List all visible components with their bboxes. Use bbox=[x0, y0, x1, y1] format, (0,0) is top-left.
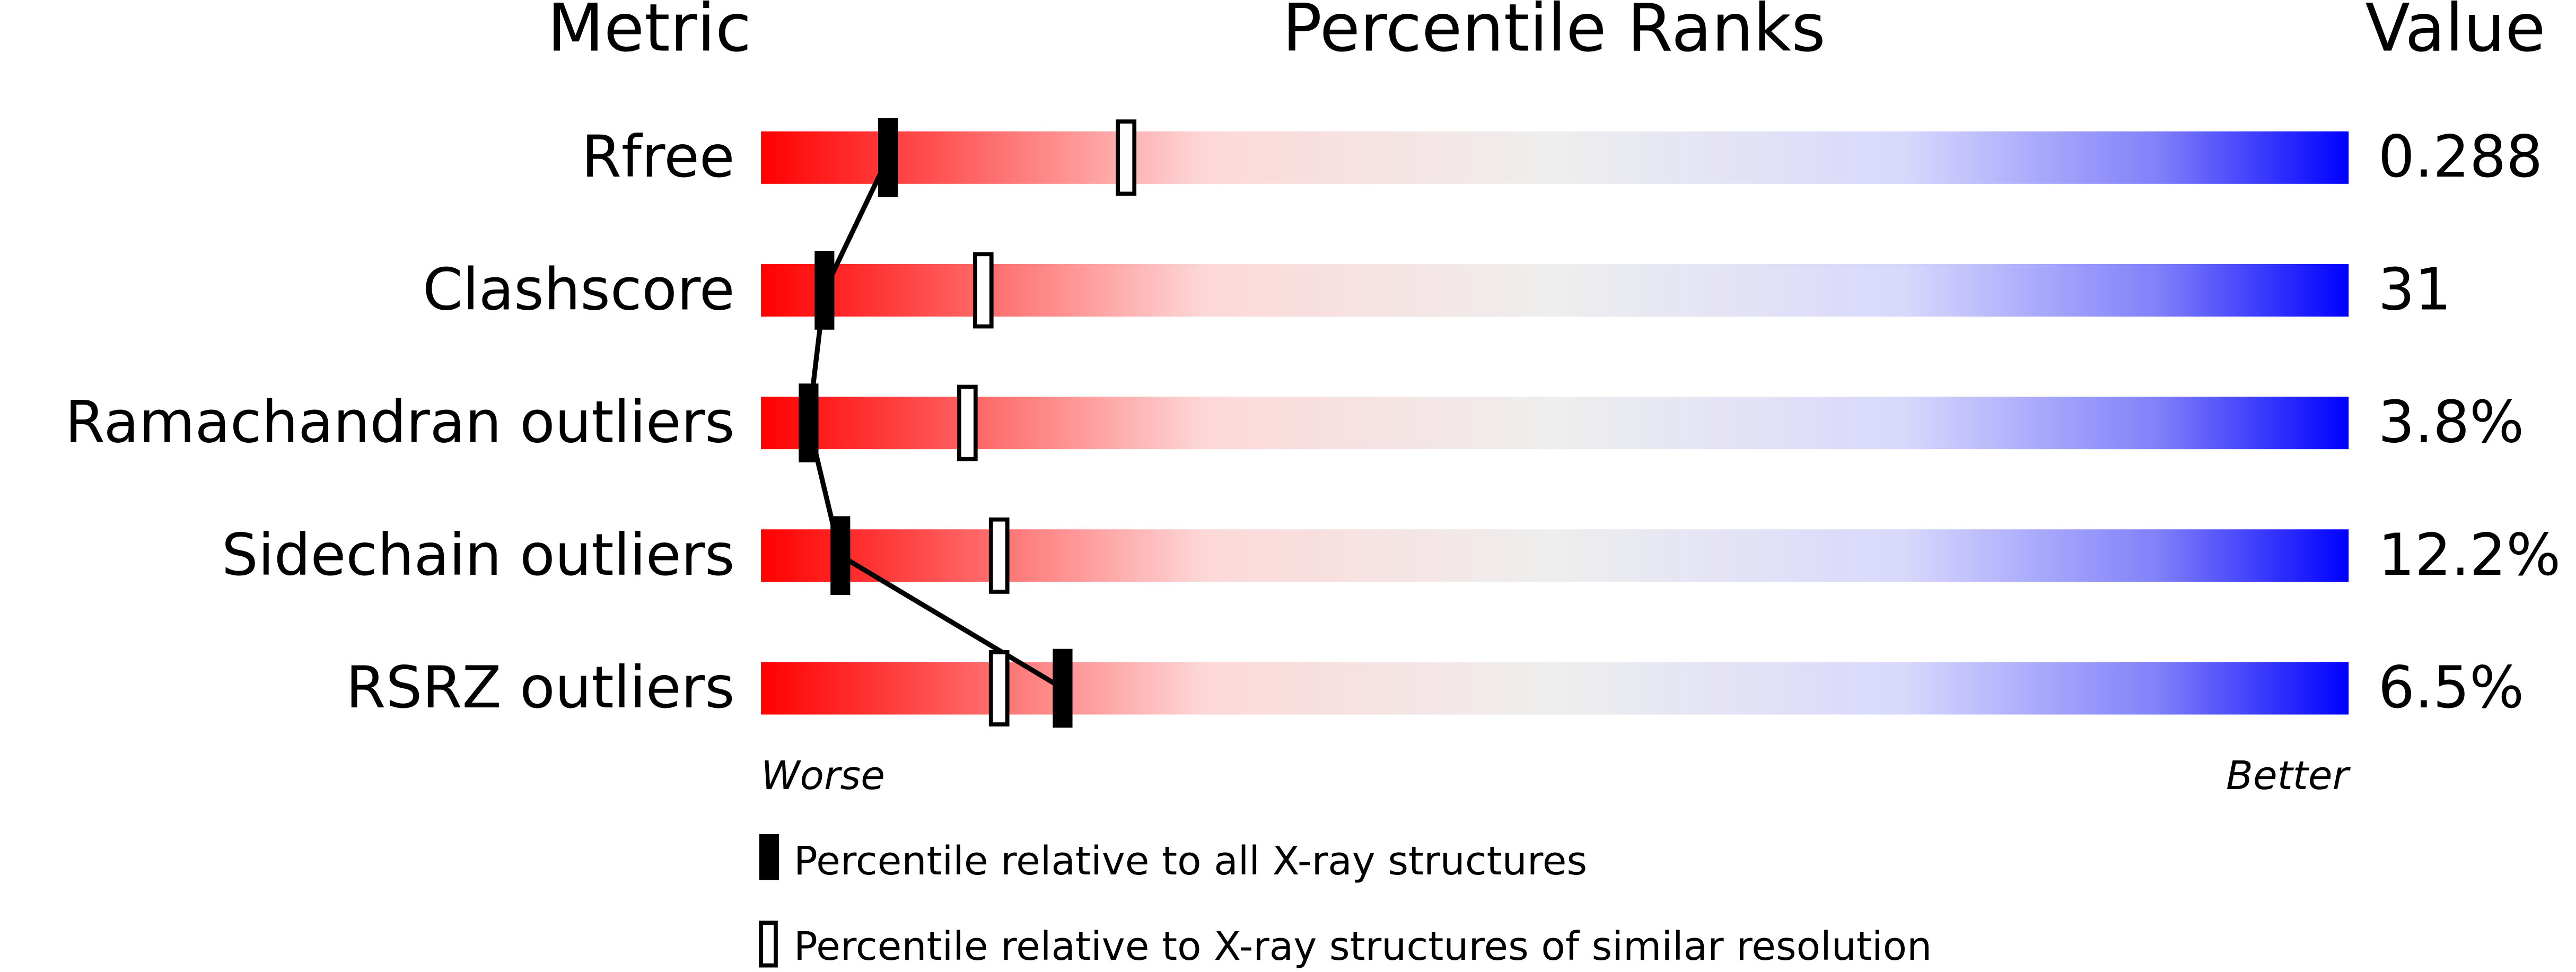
legend-text: Percentile relative to all X-ray structu… bbox=[794, 838, 1587, 884]
all-structures-marker bbox=[1053, 649, 1073, 728]
metric-header: Metric bbox=[547, 0, 751, 67]
all-structures-marker bbox=[799, 383, 819, 462]
ranks-header: Percentile Ranks bbox=[1282, 0, 1825, 67]
better-label: Better bbox=[2226, 752, 2351, 799]
worse-label: Worse bbox=[761, 752, 885, 799]
metric-value: 12.2% bbox=[2378, 521, 2561, 589]
legend-text: Percentile relative to X-ray structures … bbox=[794, 923, 1932, 969]
percentile-bar bbox=[761, 397, 2349, 450]
percentile-bar bbox=[761, 264, 2349, 317]
legend-filled-marker bbox=[759, 834, 779, 880]
similar-resolution-marker bbox=[957, 384, 978, 461]
value-header: Value bbox=[2365, 0, 2545, 67]
all-structures-marker bbox=[878, 118, 898, 197]
metric-value: 3.8% bbox=[2378, 389, 2524, 456]
similar-resolution-marker bbox=[988, 650, 1010, 726]
metric-label: Clashscore bbox=[423, 256, 734, 323]
similar-resolution-marker bbox=[1116, 119, 1137, 196]
percentile-bar bbox=[761, 131, 2349, 184]
metric-label: Sidechain outliers bbox=[222, 521, 735, 589]
metric-label: Ramachandran outliers bbox=[65, 389, 735, 456]
all-structures-marker bbox=[830, 516, 851, 596]
metric-value: 31 bbox=[2378, 256, 2451, 323]
metric-value: 6.5% bbox=[2378, 654, 2524, 721]
similar-resolution-marker bbox=[988, 517, 1010, 594]
percentile-bar bbox=[761, 662, 2349, 715]
legend-open-marker bbox=[759, 921, 778, 968]
similar-resolution-marker bbox=[972, 252, 994, 329]
all-structures-marker bbox=[814, 251, 835, 330]
metric-value: 0.288 bbox=[2378, 123, 2543, 190]
percentile-bar bbox=[761, 529, 2349, 582]
metric-label: Rfree bbox=[582, 123, 735, 190]
metric-label: RSRZ outliers bbox=[346, 654, 734, 721]
